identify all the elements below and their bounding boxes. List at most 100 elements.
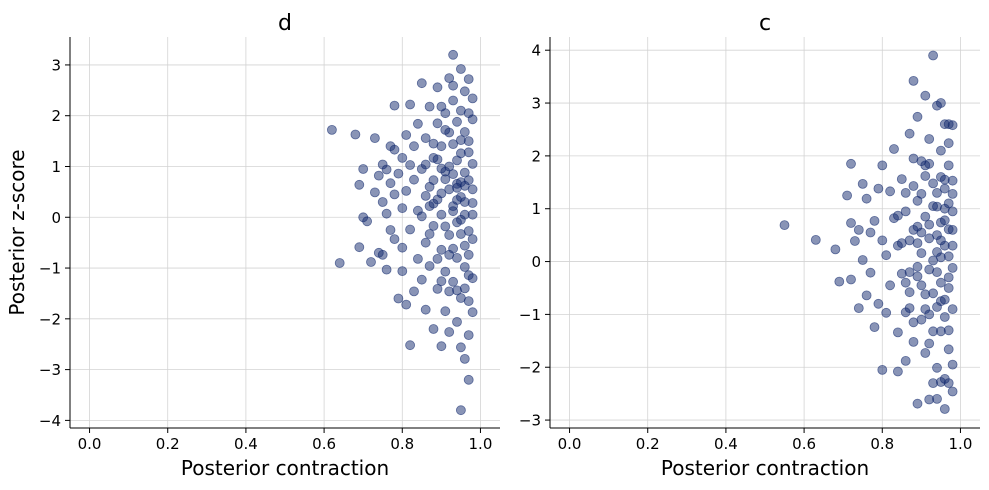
scatter-point [877,235,888,246]
scatter-point [455,229,466,239]
scatter-point [889,144,899,154]
scatter-point [432,82,443,93]
scatter-point [846,218,856,228]
scatter-point [920,90,931,101]
scatter-point [932,187,942,198]
scatter-point [432,253,443,264]
scatter-point [924,134,935,144]
scatter-point [943,378,954,389]
scatter-point [463,374,474,385]
scatter-point [436,188,447,199]
scatter-point [452,217,462,228]
y-tick-label: 2 [531,147,541,165]
scatter-point [908,76,919,86]
scatter-point [936,145,946,156]
scatter-point [326,124,337,135]
scatter-point [381,264,392,275]
scatter-point [412,118,423,129]
scatter-point [936,98,946,108]
scatter-point [467,273,478,284]
scatter-point [932,393,942,404]
scatter-point [912,261,923,272]
scatter-point [943,272,954,283]
scatter-point [448,49,459,60]
scatter-point [455,405,466,416]
y-tick-label: −2 [39,310,61,328]
scatter-point [420,237,431,248]
scatter-point [932,362,942,373]
scatter-point [389,189,400,200]
scatter-point [440,306,451,317]
scatter-point [936,296,946,307]
scatter-point [467,93,478,104]
scatter-point [861,290,872,301]
scatter-point [900,277,911,288]
scatter-point [463,249,474,260]
scatter-point [943,119,954,130]
scatter-point [885,186,895,197]
scatter-point [416,78,427,89]
scatter-point [947,359,958,370]
scatter-point [850,236,860,246]
scatter-point [943,344,954,355]
scatter-point [436,276,447,287]
scatter-point [810,234,821,245]
scatter-point [459,167,470,178]
scatter-point [896,268,907,279]
scatter-point [424,229,435,239]
scatter-point [939,174,950,185]
scatter-point [463,296,474,307]
y-tick-label: −1 [519,306,541,324]
scatter-point [947,386,958,397]
scatter-point [440,174,451,185]
scatter-point [420,133,431,144]
scatter-point [452,316,462,327]
scatter-point [904,303,915,314]
scatter-point [448,169,459,180]
scatter-point [459,86,470,97]
scatter-point [448,206,459,217]
scatter-point [409,174,419,185]
scatter-point [463,330,474,341]
scatter-point [916,227,927,238]
scatter-point [444,73,455,83]
scatter-point [428,324,439,334]
scatter-point [939,215,950,226]
y-tick-label: −2 [519,359,541,377]
scatter-point [893,210,903,221]
y-tick-label: 0 [51,209,61,227]
scatter-point [432,118,443,129]
x-tick-label: 0.0 [78,435,102,453]
scatter-point [436,341,447,352]
scatter-point [369,187,380,198]
scatter-point [865,227,876,238]
scatter-point [912,398,923,409]
scatter-point [877,160,888,171]
scatter-point [377,197,388,207]
scatter-point [943,283,954,293]
scatter-point [358,164,369,174]
scatter-point [369,133,380,144]
scatter-point [869,215,880,226]
scatter-point [463,108,474,119]
y-tick-label: −3 [39,361,61,379]
scatter-point [432,154,443,165]
x-axis-label: Posterior contraction [661,456,869,480]
scatter-point [405,160,416,170]
scatter-point [350,129,361,140]
scatter-point [455,192,466,202]
scatter-point [861,193,872,204]
scatter-point [354,242,365,253]
y-tick-label: −3 [519,412,541,430]
panel-title: d [278,11,292,36]
scatter-point [463,136,474,147]
y-tick-label: 4 [531,42,541,60]
scatter-point [420,159,431,170]
scatter-point [405,224,416,235]
scatter-point [853,303,864,314]
scatter-point [436,163,447,174]
scatter-point [904,267,915,278]
scatter-point [362,216,373,227]
scatter-point [448,95,459,106]
